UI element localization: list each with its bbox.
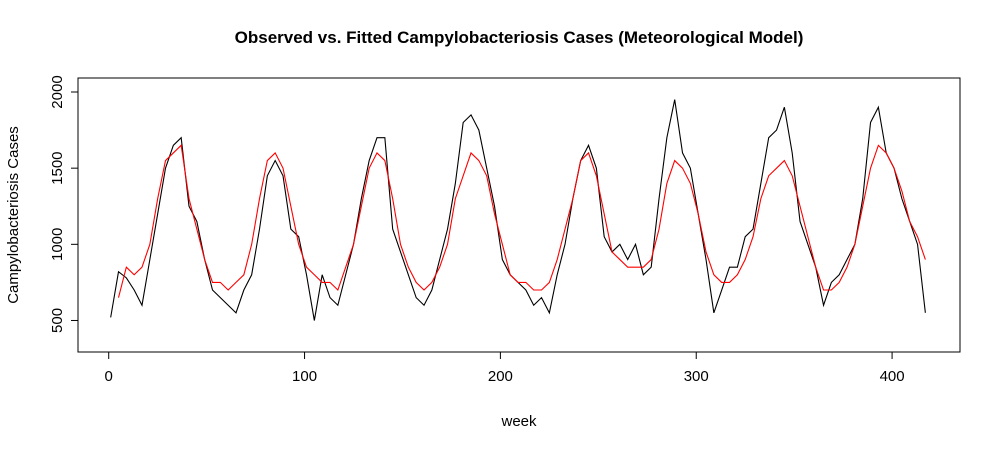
chart-title: Observed vs. Fitted Campylobacteriosis C… — [235, 28, 804, 47]
series-line — [110, 99, 926, 321]
x-tick-label: 400 — [880, 368, 905, 385]
y-tick-label: 500 — [49, 308, 66, 333]
x-tick-label: 200 — [488, 368, 513, 385]
x-axis-label: week — [500, 413, 537, 430]
x-tick-label: 0 — [105, 368, 113, 385]
x-tick-label: 300 — [684, 368, 709, 385]
y-axis-label: Campylobacteriosis Cases — [5, 126, 22, 304]
series-line — [117, 144, 926, 298]
y-tick-label: 2000 — [49, 75, 66, 108]
plot-box — [77, 77, 961, 353]
y-tick-label: 1000 — [49, 228, 66, 261]
y-tick-label: 1500 — [49, 151, 66, 184]
x-tick-label: 100 — [292, 368, 317, 385]
